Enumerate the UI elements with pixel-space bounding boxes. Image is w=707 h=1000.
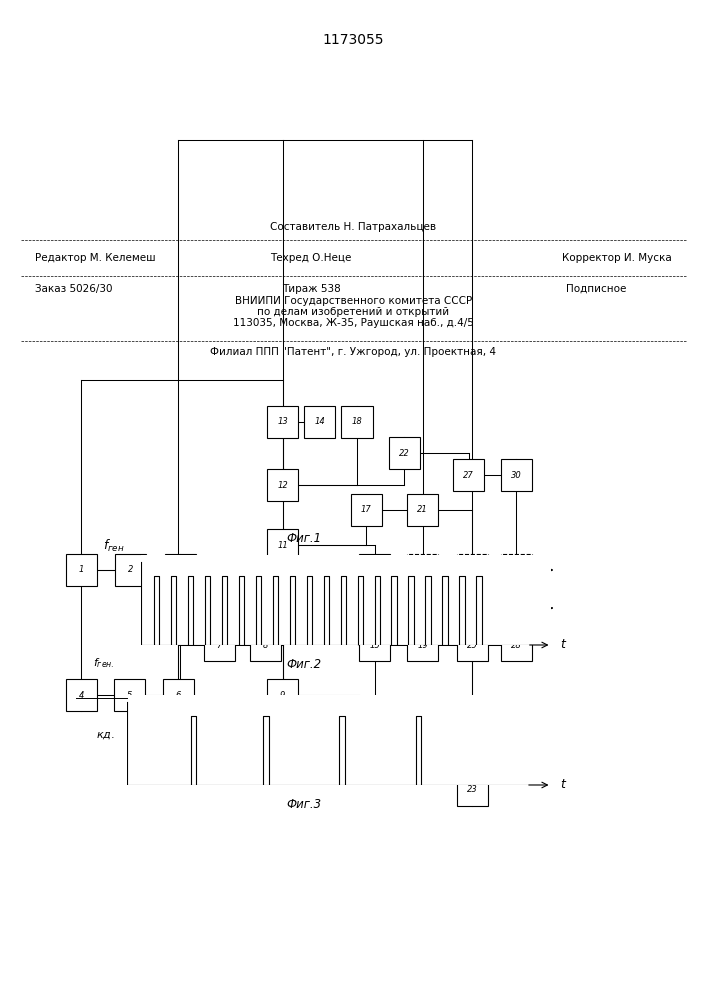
Text: 23: 23	[467, 786, 478, 794]
Text: Заказ 5026/30: Заказ 5026/30	[35, 284, 113, 294]
FancyBboxPatch shape	[457, 629, 488, 661]
Text: 19: 19	[417, 641, 428, 650]
FancyBboxPatch shape	[267, 679, 298, 711]
FancyBboxPatch shape	[115, 554, 146, 586]
Text: 5: 5	[127, 690, 132, 700]
FancyBboxPatch shape	[457, 774, 488, 806]
FancyBboxPatch shape	[457, 554, 488, 586]
FancyBboxPatch shape	[501, 629, 532, 661]
Text: Редактор М. Келемеш: Редактор М. Келемеш	[35, 253, 156, 263]
FancyBboxPatch shape	[163, 679, 194, 711]
FancyBboxPatch shape	[66, 554, 97, 586]
FancyBboxPatch shape	[267, 469, 298, 501]
FancyBboxPatch shape	[407, 494, 438, 526]
FancyBboxPatch shape	[453, 459, 484, 491]
Text: 10: 10	[277, 620, 288, 630]
Text: 2: 2	[128, 566, 134, 574]
Text: $f_{ген}$: $f_{ген}$	[103, 538, 125, 554]
Text: Подписное: Подписное	[566, 284, 626, 294]
Text: 1: 1	[78, 566, 84, 574]
FancyBboxPatch shape	[267, 406, 298, 438]
Text: Филиал ППП "Патент", г. Ужгород, ул. Проектная, 4: Филиал ППП "Патент", г. Ужгород, ул. Про…	[211, 347, 496, 357]
FancyBboxPatch shape	[457, 714, 488, 746]
Text: 29: 29	[510, 566, 522, 574]
Text: 24: 24	[467, 726, 478, 734]
Text: 7: 7	[216, 641, 222, 650]
FancyBboxPatch shape	[66, 679, 97, 711]
Text: 25: 25	[467, 641, 478, 650]
Text: 15: 15	[369, 641, 380, 650]
FancyBboxPatch shape	[267, 609, 298, 641]
Text: 9: 9	[280, 690, 286, 700]
FancyBboxPatch shape	[267, 529, 298, 561]
Text: 1173055: 1173055	[323, 33, 384, 47]
Text: 22: 22	[399, 448, 410, 458]
FancyBboxPatch shape	[359, 629, 390, 661]
Text: 30: 30	[510, 471, 522, 480]
FancyBboxPatch shape	[304, 406, 335, 438]
Text: 28: 28	[510, 641, 522, 650]
Text: 21: 21	[417, 506, 428, 514]
FancyBboxPatch shape	[501, 459, 532, 491]
FancyBboxPatch shape	[250, 629, 281, 661]
Text: Корректор И. Муска: Корректор И. Муска	[562, 253, 672, 263]
Text: Тираж 538: Тираж 538	[281, 284, 341, 294]
Text: 14: 14	[314, 418, 325, 426]
FancyBboxPatch shape	[407, 554, 438, 586]
Text: 26: 26	[467, 566, 478, 574]
Text: 6: 6	[175, 690, 181, 700]
Text: Техред О.Неце: Техред О.Неце	[270, 253, 352, 263]
Text: $t$: $t$	[560, 639, 567, 652]
Text: 113035, Москва, Ж-35, Раушская наб., д.4/5: 113035, Москва, Ж-35, Раушская наб., д.4…	[233, 318, 474, 328]
Text: Фиг.1: Фиг.1	[286, 532, 322, 544]
Text: по делам изобретений и открытий: по делам изобретений и открытий	[257, 307, 450, 317]
Text: 27: 27	[463, 471, 474, 480]
Text: Фиг.3: Фиг.3	[286, 798, 322, 812]
FancyBboxPatch shape	[114, 679, 145, 711]
FancyBboxPatch shape	[359, 554, 390, 586]
Text: 17: 17	[361, 506, 372, 514]
Text: 3: 3	[177, 566, 183, 574]
Text: 18: 18	[351, 418, 363, 426]
FancyBboxPatch shape	[479, 592, 510, 624]
Text: 13: 13	[277, 418, 288, 426]
Text: 12: 12	[277, 481, 288, 489]
Text: 11: 11	[277, 540, 288, 550]
FancyBboxPatch shape	[351, 494, 382, 526]
FancyBboxPatch shape	[341, 406, 373, 438]
Text: Фиг.2: Фиг.2	[286, 658, 322, 672]
Text: $f_{ген.}$: $f_{ген.}$	[93, 657, 115, 670]
FancyBboxPatch shape	[501, 554, 532, 586]
FancyBboxPatch shape	[204, 629, 235, 661]
Text: $кд.$: $кд.$	[95, 730, 115, 741]
FancyBboxPatch shape	[407, 629, 438, 661]
Text: 16: 16	[369, 566, 380, 574]
Text: $t$: $t$	[560, 778, 567, 792]
Text: Составитель Н. Патрахальцев: Составитель Н. Патрахальцев	[271, 222, 436, 232]
FancyBboxPatch shape	[389, 437, 420, 469]
FancyBboxPatch shape	[165, 554, 196, 586]
Text: ВНИИПИ Государственного комитета СССР: ВНИИПИ Государственного комитета СССР	[235, 296, 472, 306]
Text: 8: 8	[262, 641, 268, 650]
Text: 20: 20	[417, 566, 428, 574]
Text: 4: 4	[78, 690, 84, 700]
